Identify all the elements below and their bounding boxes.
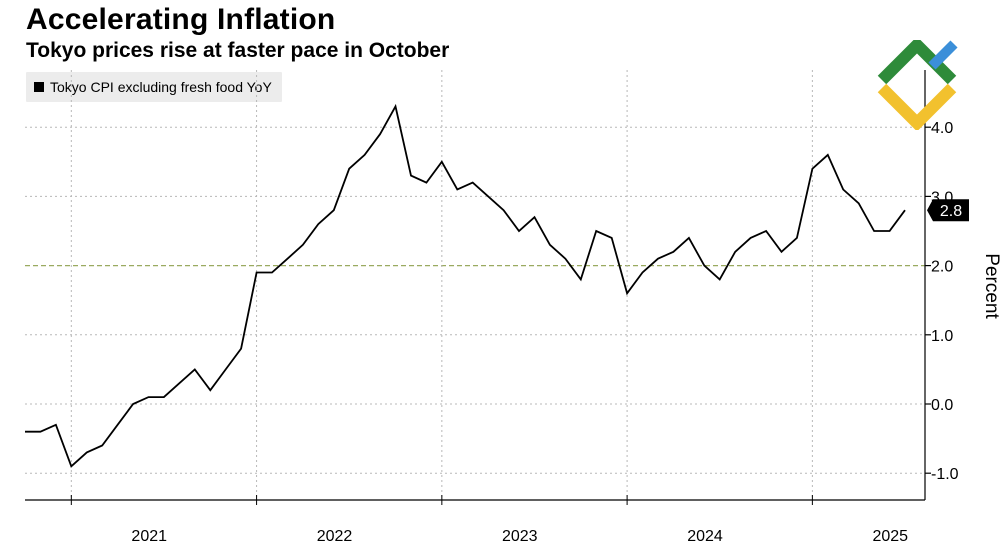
legend-label: Tokyo CPI excluding fresh food YoY — [50, 79, 272, 95]
x-tick-label: 2025 — [872, 528, 908, 545]
logo-blue-bar — [928, 40, 958, 70]
y-tick-label: -1.0 — [931, 466, 959, 483]
y-tick-label: 4.0 — [931, 120, 953, 137]
x-tick-label: 2024 — [687, 528, 723, 545]
x-tick-label: 2023 — [502, 528, 538, 545]
y-axis-label: Percent — [981, 253, 1000, 319]
chart-title: Accelerating Inflation — [26, 3, 336, 36]
y-tick-label: 1.0 — [931, 328, 953, 345]
last-value-label: 2.8 — [940, 203, 962, 220]
last-value-badge — [927, 199, 969, 222]
series-line — [25, 103, 906, 468]
x-tick-label: 2022 — [317, 528, 353, 545]
brand-logo — [877, 40, 958, 130]
chart-subtitle: Tokyo prices rise at faster pace in Octo… — [26, 39, 450, 62]
y-tick-label: 0.0 — [931, 397, 953, 414]
logo-yellow-chevron — [877, 83, 957, 130]
x-tick-label: 2021 — [131, 528, 167, 545]
y-tick-label: 2.0 — [931, 259, 953, 276]
logo-green-chevron — [877, 40, 957, 85]
legend: Tokyo CPI excluding fresh food YoY — [26, 72, 282, 102]
legend-swatch — [34, 82, 44, 92]
